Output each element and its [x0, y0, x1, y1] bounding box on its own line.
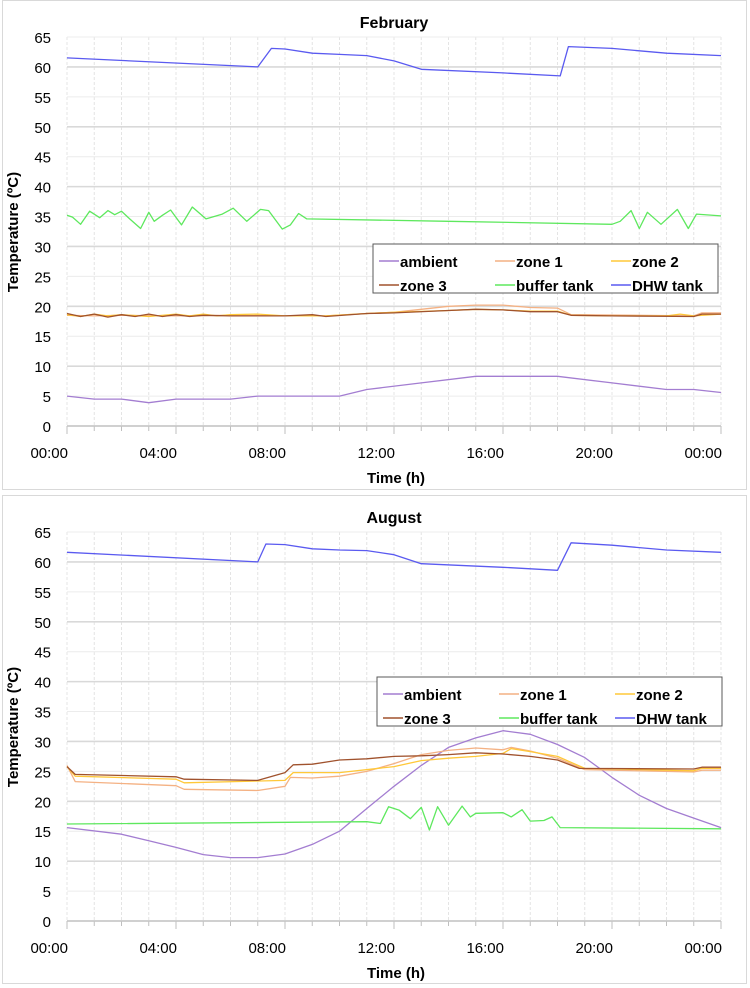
- y-tick-label: 45: [34, 645, 51, 662]
- legend-label-zone-1: zone 1: [516, 254, 563, 271]
- y-tick-label: 20: [34, 794, 51, 811]
- x-tick-label: 00:00: [30, 940, 68, 957]
- chart-title: February: [360, 15, 429, 32]
- y-axis-title: Temperature (ºC): [5, 667, 22, 787]
- x-tick-label: 20:00: [575, 445, 613, 462]
- y-tick-label: 10: [34, 359, 51, 376]
- series-line-dhw-tank: [66, 542, 722, 571]
- x-tick-label: 00:00: [30, 445, 68, 462]
- series-line-zone-3: [66, 308, 721, 318]
- february-chart: February 0 5 10 15 20 25 30 35 40 45 50 55 60 65 00:00 0…: [5, 15, 722, 487]
- legend-label-zone-3: zone 3: [400, 278, 447, 295]
- y-tick-label: 0: [43, 419, 51, 436]
- legend: ambient zone 1 zone 2 zone 3 buffer tank DHW …: [372, 243, 719, 295]
- x-tick-label: 16:00: [466, 445, 504, 462]
- x-tick-label: 12:00: [357, 445, 395, 462]
- chart-title: August: [366, 510, 422, 527]
- y-tick-label: 60: [34, 60, 51, 77]
- y-tick-label: 10: [34, 854, 51, 871]
- legend-box: [372, 243, 719, 294]
- y-tick-label: 30: [34, 734, 51, 751]
- y-tick-label: 55: [34, 90, 51, 107]
- y-tick-label: 35: [34, 705, 51, 722]
- series-line-ambient: [66, 375, 722, 404]
- y-tick-label: 55: [34, 585, 51, 602]
- legend-label-buffer-tank: buffer tank: [520, 711, 598, 728]
- x-tick-label: 00:00: [684, 445, 722, 462]
- legend-label-zone-3: zone 3: [404, 711, 451, 728]
- y-tick-label: 15: [34, 329, 51, 346]
- series-line-buffer-tank: [66, 805, 722, 831]
- legend-label-dhw-tank: DHW tank: [636, 711, 707, 728]
- y-tick-label: 40: [34, 180, 51, 197]
- y-tick-label: 60: [34, 555, 51, 572]
- x-tick-label: 20:00: [575, 940, 613, 957]
- y-tick-label: 45: [34, 150, 51, 167]
- x-tick-label: 00:00: [684, 940, 722, 957]
- series-line-ambient: [66, 730, 722, 859]
- y-tick-label: 40: [34, 675, 51, 692]
- x-tick-label: 04:00: [139, 445, 177, 462]
- y-tick-label: 50: [34, 615, 51, 632]
- x-tick-label: 08:00: [248, 445, 286, 462]
- legend-label-dhw-tank: DHW tank: [632, 278, 703, 295]
- august-chart: August 0 5 10 15 20 25 30 35 40 45 50 55 60 65 00:00 04:…: [5, 510, 723, 982]
- legend-label-zone-2: zone 2: [632, 254, 679, 271]
- series-line-zone-3: [66, 752, 721, 782]
- legend: ambient zone 1 zone 2 zone 3 buffer tank DHW …: [376, 676, 723, 728]
- series-line-zone-1: [66, 746, 721, 792]
- y-tick-label: 35: [34, 210, 51, 227]
- series-line-dhw-tank: [66, 45, 722, 77]
- february-chart-panel: February 0 5 10 15 20 25 30 35 40 45 50 55 60 65 00:00 0…: [2, 0, 747, 490]
- legend-label-ambient: ambient: [404, 687, 462, 704]
- y-axis-title: Temperature (ºC): [5, 172, 22, 292]
- y-tick-label: 5: [43, 884, 51, 901]
- x-axis-title: Time (h): [367, 470, 425, 487]
- y-tick-label: 25: [34, 269, 51, 286]
- x-axis-title: Time (h): [367, 965, 425, 982]
- legend-label-ambient: ambient: [400, 254, 458, 271]
- legend-label-zone-1: zone 1: [520, 687, 567, 704]
- y-tick-label: 25: [34, 764, 51, 781]
- y-tick-label: 15: [34, 824, 51, 841]
- y-tick-label: 5: [43, 389, 51, 406]
- y-tick-label: 20: [34, 299, 51, 316]
- x-tick-label: 04:00: [139, 940, 177, 957]
- legend-label-buffer-tank: buffer tank: [516, 278, 594, 295]
- legend-label-zone-2: zone 2: [636, 687, 683, 704]
- y-tick-label: 0: [43, 914, 51, 931]
- y-tick-label: 65: [34, 30, 51, 47]
- august-chart-panel: August 0 5 10 15 20 25 30 35 40 45 50 55 60 65 00:00 04:…: [2, 495, 747, 984]
- y-tick-label: 65: [34, 525, 51, 542]
- x-tick-label: 08:00: [248, 940, 286, 957]
- y-tick-label: 50: [34, 120, 51, 137]
- x-tick-label: 12:00: [357, 940, 395, 957]
- x-tick-label: 16:00: [466, 940, 504, 957]
- legend-box: [376, 676, 723, 727]
- y-tick-label: 30: [34, 239, 51, 256]
- series-line-buffer-tank: [66, 206, 722, 230]
